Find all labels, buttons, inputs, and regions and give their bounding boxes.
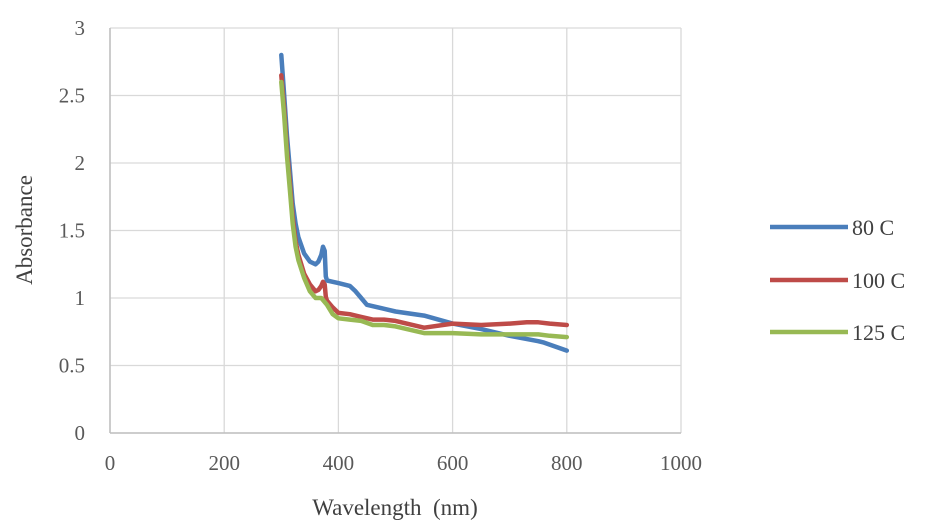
y-tick-label: 2 xyxy=(75,151,86,175)
y-tick-label: 0 xyxy=(75,421,86,445)
x-tick-label: 600 xyxy=(437,451,469,475)
x-tick-label: 0 xyxy=(105,451,116,475)
legend-label: 100 C xyxy=(852,268,905,293)
legend-label: 125 C xyxy=(852,320,905,345)
x-tick-label: 1000 xyxy=(660,451,702,475)
series-lines xyxy=(279,52,570,353)
y-tick-label: 3 xyxy=(75,16,86,40)
plot-area xyxy=(109,28,681,434)
series-line-2 xyxy=(279,79,570,340)
y-tick-label: 1 xyxy=(75,286,86,310)
y-tick-labels: 0 0.5 1 1.5 2 2.5 3 xyxy=(59,16,85,445)
y-axis-title: Absorbance xyxy=(12,175,37,285)
y-tick-label: 2.5 xyxy=(59,84,85,108)
x-tick-label: 800 xyxy=(551,451,583,475)
x-axis-title: Wavelength (nm) xyxy=(312,495,477,520)
x-tick-label: 200 xyxy=(208,451,240,475)
x-tick-labels: 0 200 400 600 800 1000 xyxy=(105,451,702,475)
legend: 80 C 100 C 125 C xyxy=(770,215,905,345)
series-line-0 xyxy=(279,52,570,353)
series-line-1 xyxy=(279,73,570,330)
y-tick-label: 0.5 xyxy=(59,354,85,378)
gridlines xyxy=(109,27,682,434)
y-tick-label: 1.5 xyxy=(59,219,85,243)
legend-label: 80 C xyxy=(852,215,894,240)
x-tick-label: 400 xyxy=(323,451,355,475)
